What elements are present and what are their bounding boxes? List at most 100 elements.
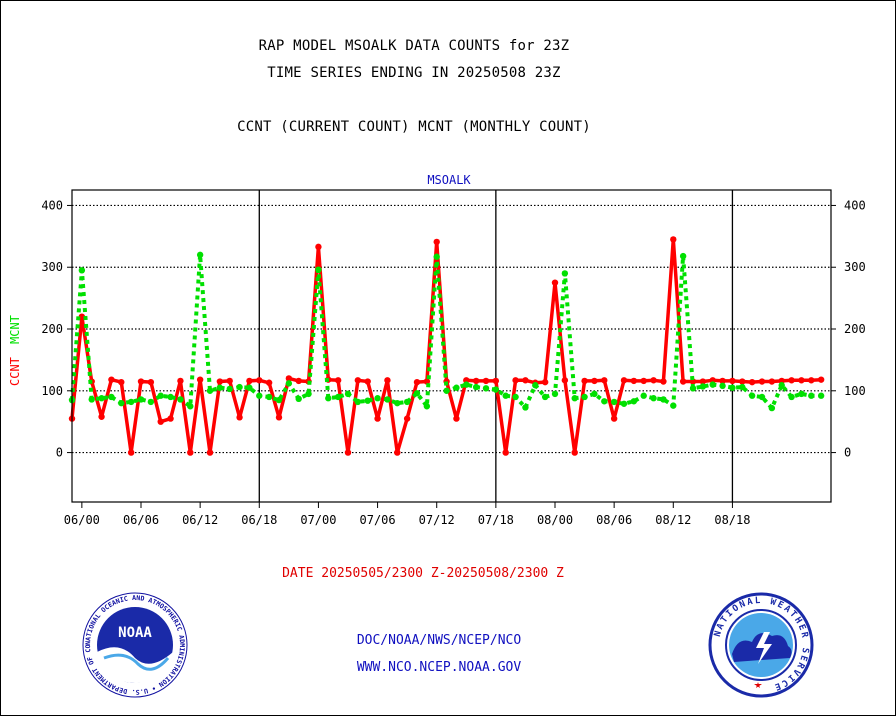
data-point-mcnt [482, 385, 490, 392]
org-path-link[interactable]: DOC/NOAA/NWS/NCEP/NCO [356, 633, 522, 648]
data-point-mcnt [551, 390, 559, 398]
data-point-mcnt [167, 393, 174, 401]
x-tick-label: 06/06 [123, 513, 159, 527]
data-point-ccnt [581, 377, 588, 385]
data-point-ccnt [699, 378, 707, 385]
data-point-ccnt [768, 378, 776, 385]
series-line-mcnt [70, 252, 822, 411]
data-point-ccnt [177, 377, 184, 385]
data-point-ccnt [206, 449, 214, 456]
data-point-mcnt [472, 383, 480, 391]
data-point-ccnt [670, 236, 677, 243]
data-point-mcnt [384, 396, 391, 403]
date-range-label: DATE 20250505/2300 Z-20250508/2300 Z [282, 566, 564, 581]
data-point-mcnt [98, 395, 105, 402]
data-point-mcnt [374, 395, 381, 402]
data-point-mcnt [325, 395, 332, 402]
x-tick-label: 08/06 [596, 513, 632, 527]
data-point-mcnt [561, 270, 569, 277]
y-tick-label-left: 400 [41, 198, 63, 212]
x-tick-label: 07/18 [478, 513, 514, 527]
data-point-ccnt [640, 377, 647, 385]
data-point-ccnt [285, 375, 293, 382]
chart-title-line1: RAP MODEL MSOALK DATA COUNTS for 23Z [258, 38, 570, 54]
chart-title-line2: TIME SERIES ENDING IN 20250508 23Z [267, 65, 561, 81]
noaa-logo[interactable]: NOAA NATIONAL OCEANIC AND ATMOSPHERIC AD… [80, 592, 190, 698]
data-point-ccnt [650, 377, 657, 384]
data-point-mcnt [78, 267, 86, 274]
data-point-ccnt [512, 377, 519, 384]
y-tick-label-right: 100 [844, 384, 866, 398]
data-point-mcnt [305, 390, 312, 398]
data-point-mcnt [660, 396, 667, 403]
data-point-mcnt [236, 383, 243, 391]
data-point-mcnt [739, 383, 746, 391]
data-point-ccnt [403, 415, 411, 422]
data-point-ccnt [275, 414, 283, 421]
data-point-mcnt [216, 384, 224, 391]
data-point-mcnt [147, 398, 155, 406]
data-point-mcnt [127, 398, 135, 406]
data-point-mcnt [808, 392, 815, 399]
data-point-ccnt [679, 378, 687, 385]
nws-logo[interactable]: NATIONAL WEATHER SERVICE [708, 592, 814, 698]
data-point-mcnt [157, 392, 164, 399]
data-point-mcnt [679, 252, 687, 260]
data-point-mcnt [502, 392, 509, 399]
axes [67, 189, 836, 508]
y-tick-label-right: 400 [844, 198, 866, 212]
data-point-mcnt [768, 404, 776, 412]
data-point-ccnt [601, 377, 608, 384]
data-point-ccnt [236, 414, 243, 421]
data-point-ccnt [226, 377, 233, 385]
data-point-mcnt [601, 398, 608, 405]
data-point-ccnt [739, 378, 746, 385]
data-point-mcnt [433, 253, 440, 260]
data-point-ccnt [502, 449, 509, 456]
data-point-mcnt [137, 396, 145, 403]
data-point-ccnt [571, 449, 578, 456]
data-point-mcnt [226, 385, 233, 393]
y-tick-label-right: 200 [844, 322, 866, 336]
data-point-mcnt [315, 266, 322, 273]
data-point-ccnt [364, 378, 371, 385]
data-point-ccnt [413, 378, 421, 386]
x-tick-labels: 06/00 06/06 06/12 06/18 07/00 07/06 07/12 07/18… [64, 513, 751, 527]
data-point-ccnt [265, 379, 273, 386]
data-point-ccnt [729, 377, 736, 385]
data-point-ccnt [167, 415, 174, 422]
data-point-mcnt [610, 398, 618, 406]
data-point-ccnt [551, 279, 559, 286]
data-point-ccnt [808, 377, 815, 384]
data-point-ccnt [433, 238, 440, 246]
x-tick-label: 06/12 [182, 513, 218, 527]
data-point-mcnt [206, 387, 214, 394]
data-point-mcnt [729, 384, 736, 391]
data-point-ccnt [788, 377, 795, 384]
data-point-ccnt [374, 415, 381, 422]
y-tick-label-left: 300 [41, 260, 63, 274]
data-point-mcnt [354, 398, 362, 406]
data-point-mcnt [541, 393, 549, 401]
data-point-ccnt [187, 449, 194, 456]
data-point-mcnt [177, 396, 184, 403]
data-point-ccnt [610, 415, 618, 422]
data-point-ccnt [492, 377, 500, 385]
data-point-mcnt [640, 392, 647, 399]
plot-title: MSOALK [427, 173, 471, 187]
data-point-ccnt [630, 377, 638, 385]
data-point-ccnt [196, 376, 204, 383]
y-tick-label-left: 0 [56, 446, 63, 460]
data-point-mcnt [522, 404, 529, 411]
day-dividers [258, 190, 734, 502]
x-tick-label: 06/00 [64, 513, 100, 527]
data-point-mcnt [670, 402, 677, 409]
data-point-ccnt [157, 418, 164, 425]
data-point-mcnt [394, 399, 401, 407]
website-link[interactable]: WWW.NCO.NCEP.NOAA.GOV [356, 660, 522, 675]
data-point-mcnt [295, 395, 302, 403]
data-point-mcnt [265, 393, 273, 401]
x-tick-label: 08/00 [537, 513, 573, 527]
y-tick-label-right: 300 [844, 260, 866, 274]
